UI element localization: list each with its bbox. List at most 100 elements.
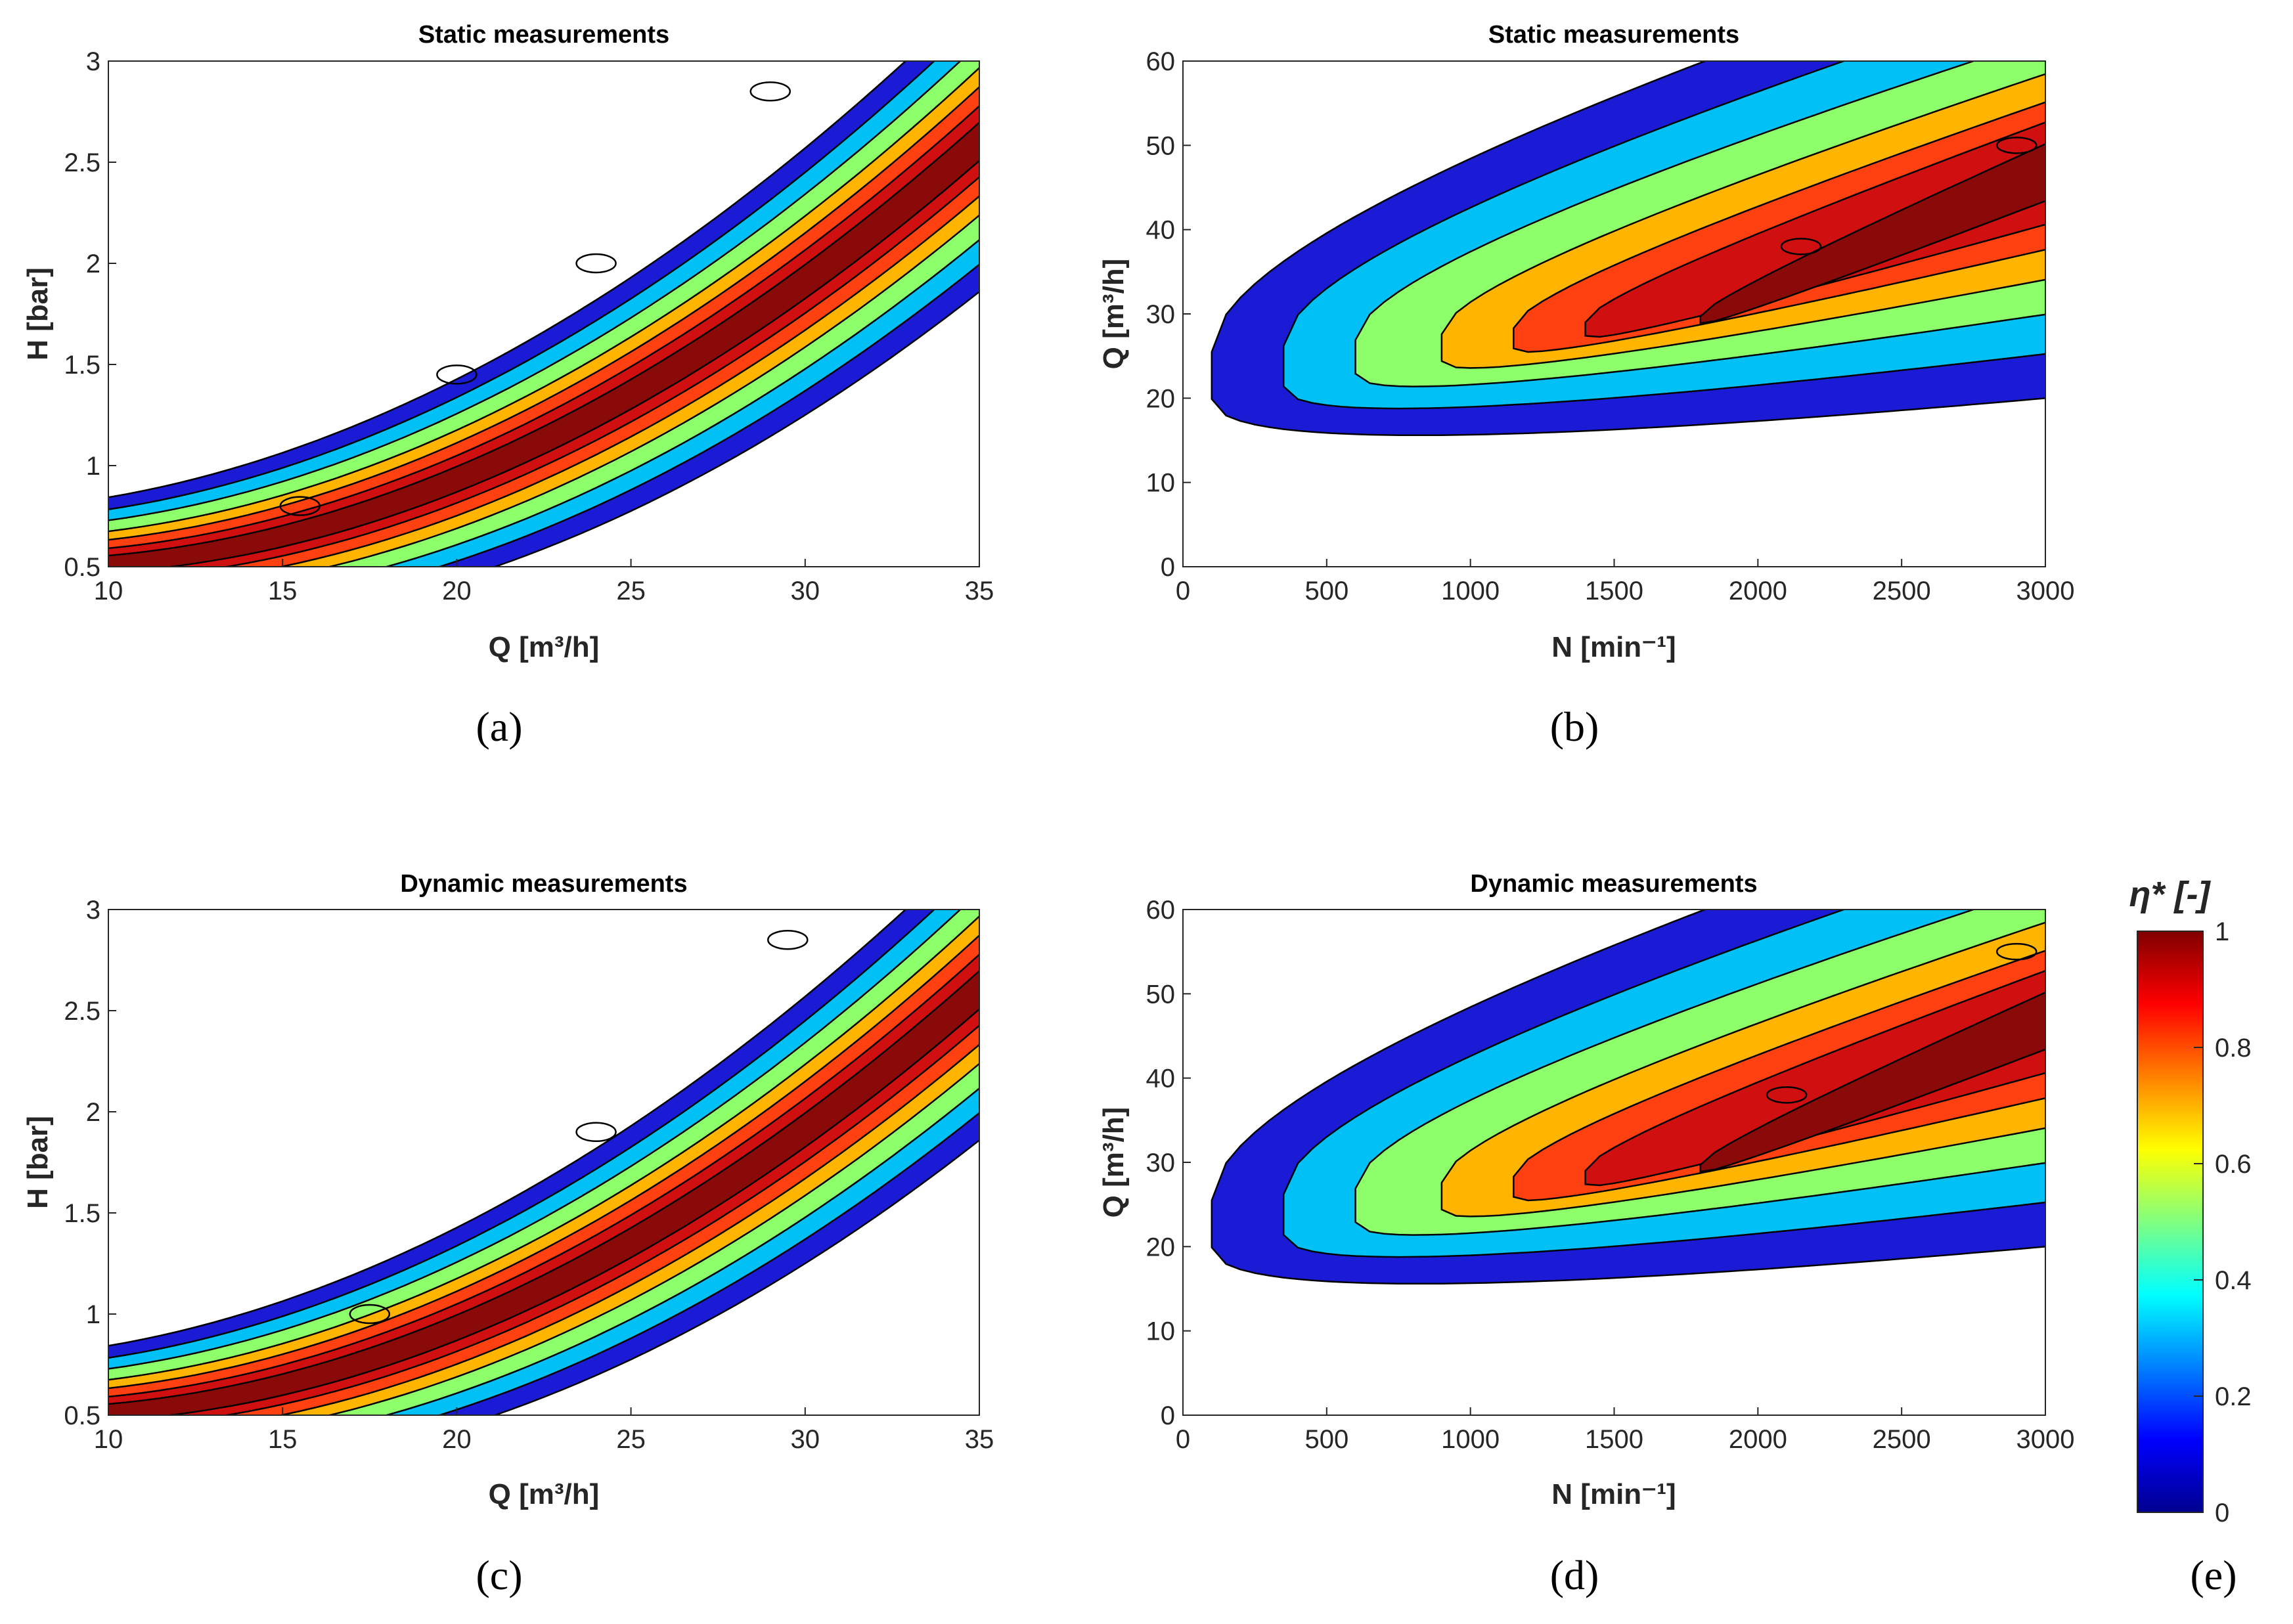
x-axis-label: Q [m³/h] — [489, 631, 600, 663]
y-tick-label: 3 — [86, 896, 100, 925]
colorbar-tick-label: 0.4 — [2215, 1266, 2252, 1295]
x-tick-label: 1000 — [1441, 577, 1500, 605]
x-tick-label: 1000 — [1441, 1425, 1500, 1454]
x-tick-label: 2500 — [1873, 1425, 1931, 1454]
contour-fill-a — [108, 61, 979, 567]
y-tick-label: 1 — [86, 452, 100, 481]
peak-contour — [575, 1122, 617, 1143]
y-tick-label: 0.5 — [64, 1401, 100, 1430]
contour-band — [108, 969, 979, 1415]
y-tick-label: 0 — [1161, 1401, 1175, 1430]
y-ticks: 0 10 20 30 40 50 60 — [1146, 896, 1191, 1430]
y-axis-label: Q [m³/h] — [1098, 1107, 1130, 1218]
y-tick-label: 20 — [1146, 384, 1176, 413]
x-tick-label: 30 — [791, 1425, 820, 1454]
y-ticks: 0.5 1 1.5 2 2.5 3 — [64, 47, 116, 582]
x-tick-label: 1500 — [1585, 1425, 1643, 1454]
y-axis-label: Q [m³/h] — [1098, 259, 1130, 370]
y-tick-label: 1 — [86, 1300, 100, 1329]
x-tick-label: 30 — [791, 577, 820, 605]
x-tick-label: 20 — [442, 1425, 472, 1454]
x-tick-label: 10 — [94, 577, 123, 605]
contour-band — [108, 121, 979, 567]
contour-band — [108, 910, 979, 1415]
x-tick-label: 15 — [268, 577, 298, 605]
y-tick-label: 2 — [86, 250, 100, 278]
colorbar-title: η* [-] — [2129, 875, 2212, 914]
peak-contour — [767, 929, 809, 950]
x-tick-label: 3000 — [2016, 1425, 2075, 1454]
y-tick-label: 40 — [1146, 216, 1176, 245]
x-ticks: 10 15 20 25 30 35 — [94, 559, 994, 605]
y-tick-label: 2.5 — [64, 997, 100, 1026]
x-tick-label: 0 — [1176, 1425, 1190, 1454]
peak-contour — [349, 1304, 391, 1325]
contour-band — [108, 934, 979, 1415]
x-tick-label: 3000 — [2016, 577, 2075, 605]
colorbar-ticks: 0 0.2 0.4 0.6 0.8 1 — [2194, 917, 2252, 1527]
panel-title: Static measurements — [1488, 21, 1739, 49]
x-tick-label: 10 — [94, 1425, 123, 1454]
x-axis-label: Q [m³/h] — [489, 1478, 600, 1510]
panel-a: Static measurements 10 15 20 25 30 35 0.5 1 1.5… — [22, 21, 994, 750]
y-axis-label: H [bar] — [22, 1116, 54, 1209]
contour-fill-c — [108, 910, 979, 1415]
x-tick-label: 2000 — [1729, 1425, 1787, 1454]
peak-contour — [1995, 942, 2037, 961]
y-tick-label: 30 — [1146, 300, 1176, 329]
panel-title: Dynamic measurements — [1470, 870, 1757, 898]
y-tick-label: 1.5 — [64, 351, 100, 380]
panel-c: Dynamic measurements 10 15 20 25 30 35 0.5 1 1.… — [22, 870, 994, 1598]
y-tick-label: 60 — [1146, 47, 1176, 76]
y-tick-label: 0.5 — [64, 553, 100, 582]
x-tick-label: 1500 — [1585, 577, 1643, 605]
x-tick-label: 25 — [616, 1425, 646, 1454]
x-tick-label: 2000 — [1729, 577, 1787, 605]
y-tick-label: 40 — [1146, 1064, 1176, 1093]
colorbar-tick-label: 0.2 — [2215, 1382, 2252, 1411]
y-axis-label: H [bar] — [22, 267, 54, 361]
peak-contour — [436, 364, 478, 385]
y-tick-label: 30 — [1146, 1149, 1176, 1177]
x-axis-label: N [min⁻¹] — [1551, 1478, 1676, 1510]
y-tick-label: 60 — [1146, 896, 1176, 925]
panel-label: (b) — [1550, 703, 1599, 750]
y-tick-label: 50 — [1146, 131, 1176, 160]
y-tick-label: 2.5 — [64, 148, 100, 177]
y-tick-label: 1.5 — [64, 1199, 100, 1228]
y-ticks: 0.5 1 1.5 2 2.5 3 — [64, 896, 116, 1430]
y-tick-label: 2 — [86, 1098, 100, 1127]
colorbar-tick-label: 0 — [2215, 1499, 2229, 1527]
x-tick-label: 25 — [616, 577, 646, 605]
x-tick-label: 500 — [1304, 577, 1348, 605]
peak-contour — [575, 253, 617, 274]
peak-contour — [1780, 238, 1822, 255]
x-tick-label: 35 — [965, 577, 994, 605]
colorbar-tick-label: 0.8 — [2215, 1034, 2252, 1063]
panel-title: Dynamic measurements — [400, 870, 687, 898]
colorbar-tick-label: 1 — [2215, 917, 2229, 946]
peak-contour — [279, 496, 321, 516]
x-ticks: 10 15 20 25 30 35 — [94, 1407, 994, 1454]
y-tick-label: 50 — [1146, 980, 1176, 1009]
contour-fill-d — [1183, 910, 2045, 1415]
contour-fill-b — [1183, 61, 2045, 567]
y-tick-label: 3 — [86, 47, 100, 76]
y-ticks: 0 10 20 30 40 50 60 — [1146, 47, 1191, 582]
plot-frame — [108, 60, 980, 567]
y-tick-label: 10 — [1146, 1317, 1176, 1346]
y-tick-label: 20 — [1146, 1233, 1176, 1262]
panel-b: Static measurements 0 500 1000 1500 2000 2500… — [1098, 21, 2075, 750]
x-ticks: 0 500 1000 1500 2000 2500 3000 — [1176, 559, 2075, 605]
plot-frame — [108, 909, 980, 1416]
panel-title: Static measurements — [418, 21, 669, 49]
contour-band — [108, 61, 979, 567]
peak-contour — [749, 81, 791, 102]
x-tick-label: 20 — [442, 577, 472, 605]
contour-band — [108, 85, 979, 567]
x-ticks: 0 500 1000 1500 2000 2500 3000 — [1176, 1407, 2075, 1454]
x-tick-label: 2500 — [1873, 577, 1931, 605]
contour-band — [1699, 991, 2045, 1173]
x-tick-label: 500 — [1304, 1425, 1348, 1454]
colorbar: η* [-] 0 0.2 0.4 0.6 0.8 1 (e) — [2129, 875, 2252, 1598]
